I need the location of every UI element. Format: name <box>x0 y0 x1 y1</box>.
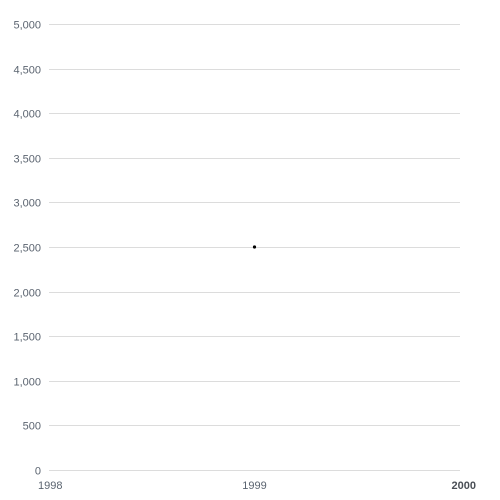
data-point[interactable] <box>252 245 257 249</box>
y-tick-label: 2,000 <box>13 288 41 300</box>
y-tick-label: 2,500 <box>13 243 41 255</box>
y-tick-label: 4,000 <box>13 109 41 121</box>
y-tick-label: 3,000 <box>13 198 41 210</box>
data-points <box>252 245 257 249</box>
x-axis-ticks: 1998 1999 2000 <box>38 480 476 492</box>
y-tick-label: 1,000 <box>13 377 41 389</box>
y-tick-label: 1,500 <box>13 332 41 344</box>
x-tick-label: 1999 <box>242 480 266 492</box>
x-tick-label: 2000 <box>452 480 476 492</box>
y-tick-label: 4,500 <box>13 65 41 77</box>
y-axis-ticks: 0 500 1,000 1,500 2,000 2,500 3,000 3,500 4,000 4… <box>13 20 41 478</box>
x-tick-label: 1998 <box>38 480 62 492</box>
y-tick-label: 3,500 <box>13 154 41 166</box>
y-tick-label: 0 <box>35 466 41 478</box>
y-tick-label: 500 <box>23 421 41 433</box>
y-tick-label: 5,000 <box>13 20 41 32</box>
